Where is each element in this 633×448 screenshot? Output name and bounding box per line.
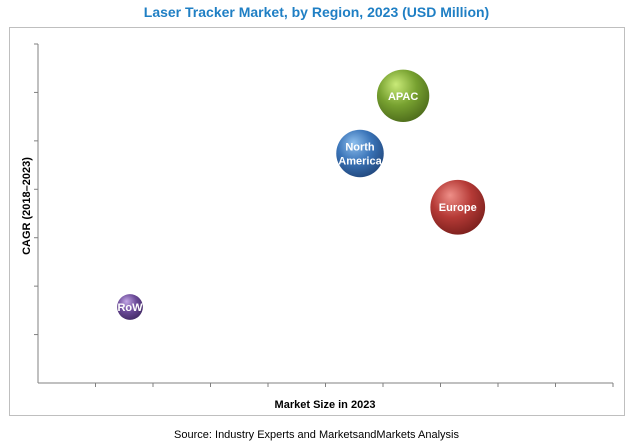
bubbles: APAC North America Europe RoW <box>117 69 486 320</box>
source-note: Source: Industry Experts and MarketsandM… <box>174 429 459 441</box>
bubble-europe-mark <box>430 179 486 235</box>
bubble-europe-label: Europe <box>439 202 477 214</box>
bubble-europe: Europe <box>430 179 486 235</box>
y-axis-label: CAGR (2018–2023) <box>21 157 33 255</box>
chart-frame <box>9 27 625 416</box>
bubble-row: RoW <box>117 294 143 320</box>
bubble-north-america-label: North <box>345 141 375 153</box>
bubble-apac: APAC <box>376 69 430 122</box>
bubble-row-label: RoW <box>117 302 143 314</box>
bubble-apac-label: APAC <box>388 91 418 103</box>
bubble-north-america: North America <box>336 129 384 178</box>
y-ticks <box>34 43 38 336</box>
bubble-row-mark <box>117 294 143 320</box>
bubble-apac-mark <box>376 69 430 122</box>
bubble-north-america-mark <box>336 129 384 178</box>
x-ticks <box>95 383 614 387</box>
bubble-north-america-label: America <box>338 155 382 167</box>
chart-title: Laser Tracker Market, by Region, 2023 (U… <box>143 4 490 20</box>
x-axis-label: Market Size in 2023 <box>275 399 376 411</box>
